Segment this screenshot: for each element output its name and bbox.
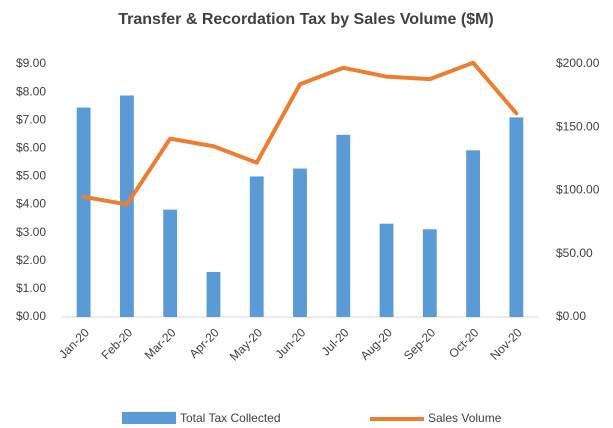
bar [76,107,91,317]
x-tick-label: Feb-20 [98,325,135,362]
y-tick-label: $2.00 [16,253,46,267]
y-tick-label: $8.00 [16,84,46,98]
x-tick-label: Apr-20 [186,325,222,361]
bar [509,117,524,318]
legend-label: Total Tax Collected [180,411,281,425]
y-tick-label: $7.00 [16,112,46,126]
y2-tick-label: $50.00 [556,246,593,260]
line [81,60,519,207]
y-tick-label: $3.00 [16,225,46,239]
bar [206,272,221,317]
y-tick-label: $0.00 [16,309,46,323]
bar [422,229,437,317]
legend-swatch [122,412,176,424]
y2-tick-label: $100.00 [556,183,600,197]
y2-tick-label: $200.00 [556,56,600,70]
bar [249,176,264,317]
y2-tick-label: $0.00 [556,309,586,323]
bar [293,168,307,317]
x-tick-label: Aug-20 [358,325,395,362]
x-tick-label: Oct-20 [446,325,482,361]
x-tick-label: Jul-20 [319,325,352,358]
y-tick-label: $1.00 [16,281,46,295]
x-tick-label: May-20 [227,325,265,363]
y-tick-label: $9.00 [16,56,46,70]
bar [336,134,351,317]
legend-label: Sales Volume [428,411,502,425]
x-tick-label: Jan-20 [56,325,92,361]
bar [163,209,178,317]
bar [379,223,394,317]
y-tick-label: $5.00 [16,169,46,183]
chart-title: Transfer & Recordation Tax by Sales Volu… [118,11,494,28]
x-tick-label: Mar-20 [142,325,179,362]
y2-tick-label: $150.00 [556,119,600,133]
x-tick-label: Jun-20 [273,325,309,361]
bar [466,150,481,317]
y-tick-label: $4.00 [16,197,46,211]
x-tick-label: Sep-20 [401,325,438,362]
x-tick-label: Nov-20 [487,325,524,362]
y-tick-label: $6.00 [16,141,46,155]
